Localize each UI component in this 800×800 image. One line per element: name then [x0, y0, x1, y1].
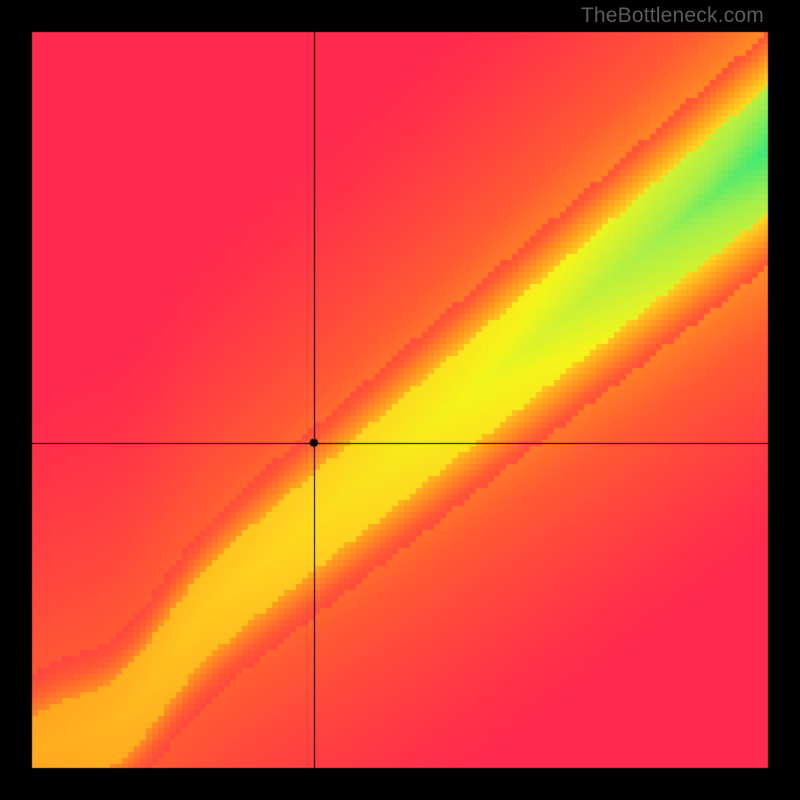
watermark-text: TheBottleneck.com	[581, 4, 764, 28]
chart-container: TheBottleneck.com	[0, 0, 800, 800]
bottleneck-heatmap	[0, 0, 800, 800]
